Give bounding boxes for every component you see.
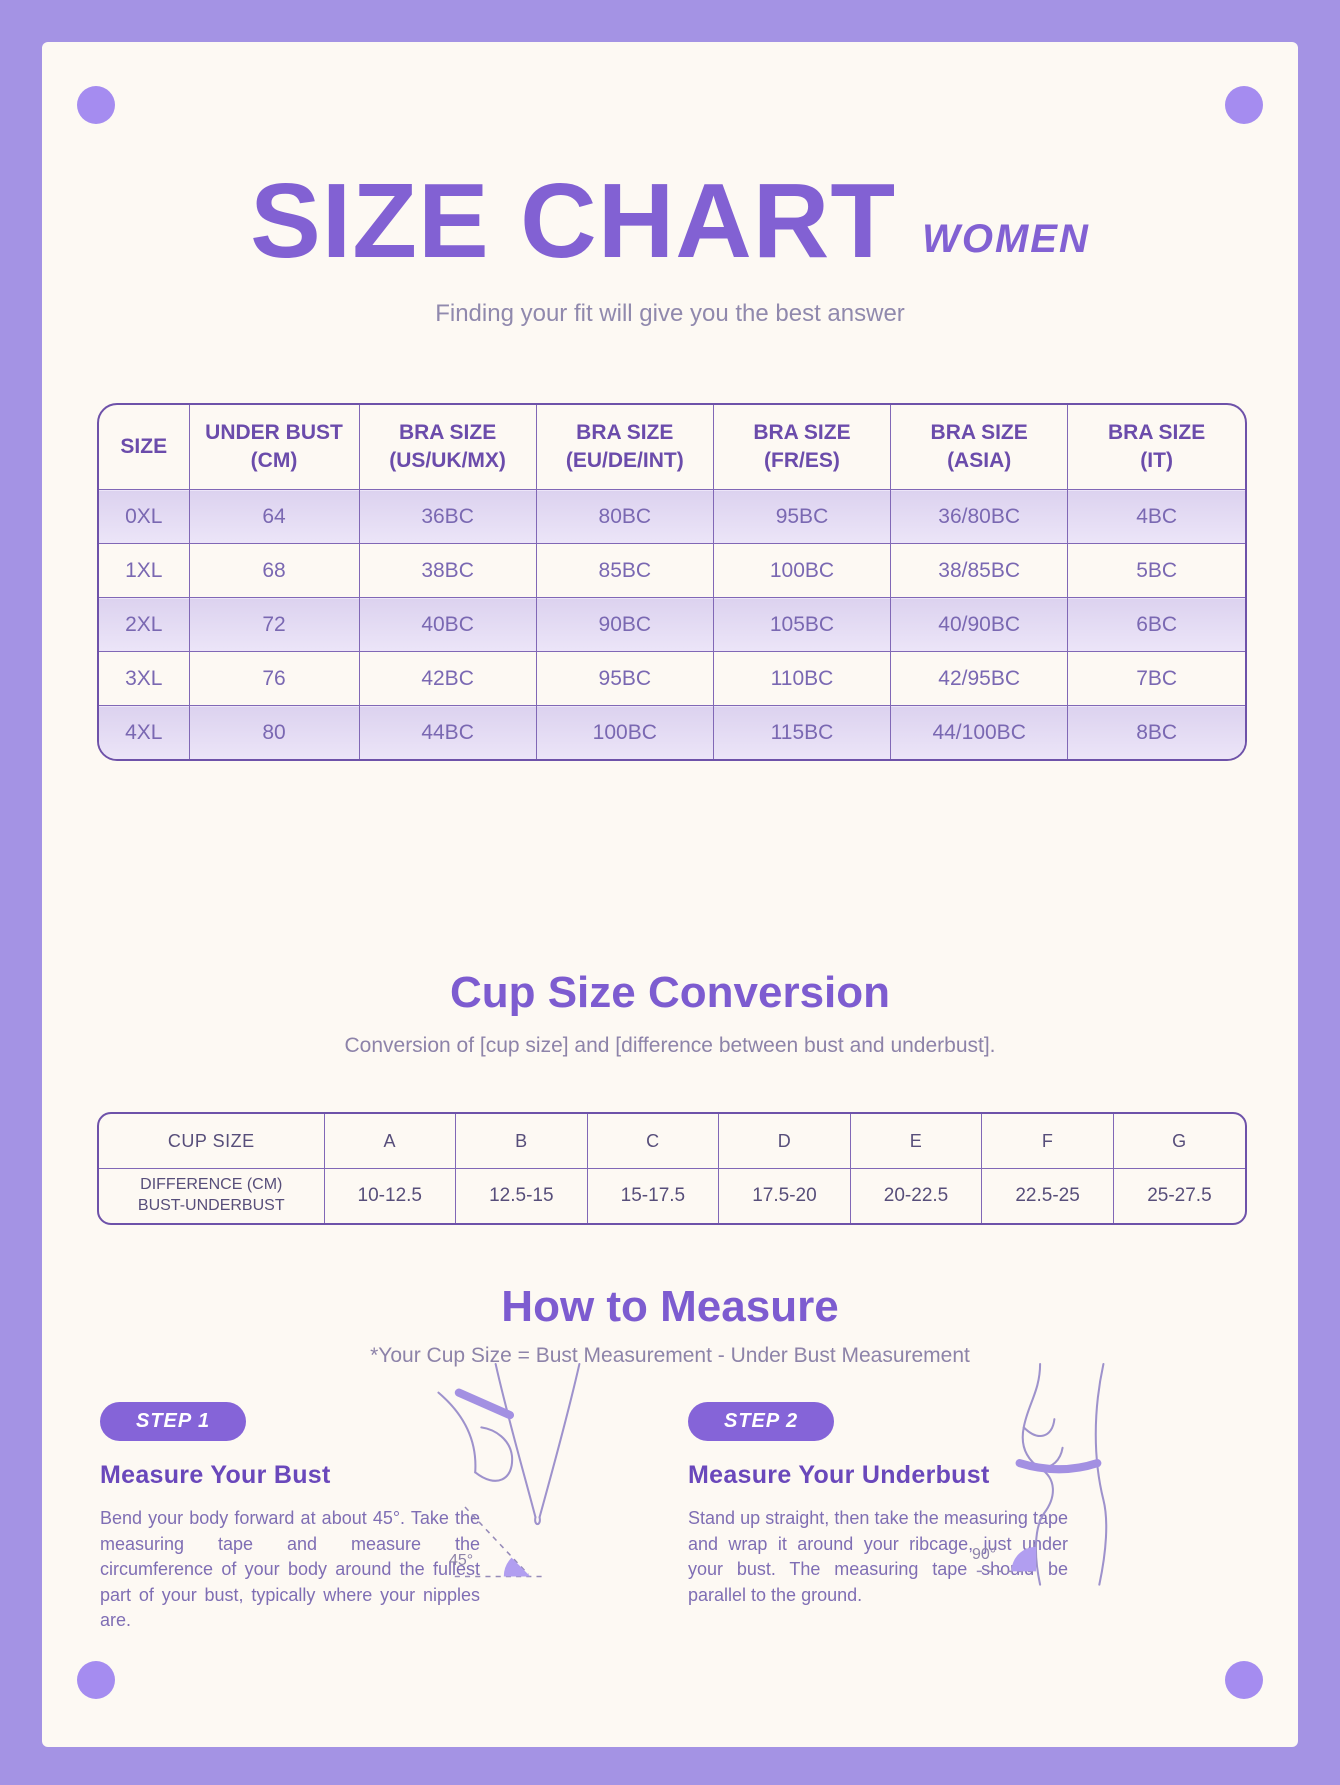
table-cell: 40/90BC — [890, 597, 1068, 652]
cup-difference-row: DIFFERENCE (CM) BUST-UNDERBUST 10-12.5 1… — [99, 1168, 1245, 1223]
table-cell: 3XL — [125, 666, 163, 690]
difference-range: 15-17.5 — [586, 1168, 719, 1223]
size-table-header-asia: BRA SIZE (ASIA) — [890, 405, 1068, 490]
difference-range: 12.5-15 — [455, 1168, 588, 1223]
table-cell: 36/80BC — [890, 489, 1068, 544]
table-cell: 85BC — [535, 543, 714, 598]
size-table-header-it: BRA SIZE (IT) — [1067, 405, 1245, 490]
corner-dot-bottom-right — [1225, 1661, 1263, 1699]
table-cell: 100BC — [535, 705, 714, 759]
size-table-header-row: SIZE UNDER BUST (CM) BRA SIZE (US/UK/MX)… — [99, 405, 1245, 490]
corner-dot-bottom-left — [77, 1661, 115, 1699]
cup-conversion-title: Cup Size Conversion — [449, 968, 891, 1017]
step-2-description: Stand up straight, then take the measuri… — [688, 1508, 1068, 1605]
size-table-header-underbust: UNDER BUST (CM) — [188, 405, 359, 490]
step-2-badge: STEP 2 — [688, 1402, 835, 1441]
difference-label: DIFFERENCE (CM) BUST-UNDERBUST — [137, 1176, 285, 1214]
header: SIZE CHART WOMEN — [0, 168, 1340, 274]
table-cell: 76 — [188, 651, 359, 706]
table-cell: 44BC — [358, 705, 537, 759]
step-2: STEP 2 Measure Your Underbust Stand up s… — [688, 1402, 1068, 1608]
cup-conversion-table: CUP SIZE A B C D E F G DIFFERENCE (CM) B… — [97, 1112, 1247, 1225]
audience-label: WOMEN — [922, 217, 1090, 261]
page-title: SIZE CHART — [250, 162, 897, 280]
difference-range: 17.5-20 — [718, 1168, 851, 1223]
table-row: 0XL 64 36BC 80BC 95BC 36/80BC 4BC — [99, 489, 1245, 544]
cup-conversion-subtitle: Conversion of [cup size] and [difference… — [344, 1034, 996, 1057]
difference-range: 25-27.5 — [1112, 1168, 1245, 1223]
step-1-badge: STEP 1 — [100, 1402, 247, 1441]
difference-range: 10-12.5 — [323, 1168, 456, 1223]
table-cell: 8BC — [1067, 705, 1245, 759]
table-cell: 2XL — [125, 612, 163, 636]
table-cell: 115BC — [712, 705, 891, 759]
table-cell: 68 — [188, 543, 359, 598]
table-cell: 80BC — [535, 489, 714, 544]
bra-size-table: SIZE UNDER BUST (CM) BRA SIZE (US/UK/MX)… — [97, 403, 1247, 761]
cup-letter: A — [323, 1114, 456, 1169]
table-cell: 95BC — [535, 651, 714, 706]
cup-letter: B — [455, 1114, 588, 1169]
table-cell: 0XL — [125, 504, 163, 528]
cup-letter: D — [718, 1114, 851, 1169]
table-cell: 42BC — [358, 651, 537, 706]
size-table-header-eu: BRA SIZE (EU/DE/INT) — [535, 405, 714, 490]
table-cell: 6BC — [1067, 597, 1245, 652]
how-to-measure-title: How to Measure — [501, 1282, 839, 1331]
table-cell: 5BC — [1067, 543, 1245, 598]
page-subtitle: Finding your fit will give you the best … — [435, 300, 905, 327]
cup-letter: C — [586, 1114, 719, 1169]
table-cell: 40BC — [358, 597, 537, 652]
corner-dot-top-left — [77, 86, 115, 124]
table-cell: 95BC — [712, 489, 891, 544]
angle-45-label: 45° — [449, 1552, 474, 1569]
cup-size-label: CUP SIZE — [167, 1130, 255, 1151]
table-cell: 90BC — [535, 597, 714, 652]
angle-90-label: 90° — [972, 1546, 997, 1563]
table-cell: 4XL — [125, 720, 163, 744]
table-cell: 1XL — [125, 558, 163, 582]
table-cell: 105BC — [712, 597, 891, 652]
table-cell: 42/95BC — [890, 651, 1068, 706]
table-cell: 38BC — [358, 543, 537, 598]
table-row: 3XL 76 42BC 95BC 110BC 42/95BC 7BC — [99, 651, 1245, 706]
size-table-header-us: BRA SIZE (US/UK/MX) — [358, 405, 537, 490]
cup-letter: F — [981, 1114, 1114, 1169]
table-cell: 44/100BC — [890, 705, 1068, 759]
table-cell: 36BC — [358, 489, 537, 544]
step-1-heading: Measure Your Bust — [100, 1461, 331, 1489]
step-1-description: Bend your body forward at about 45°. Tak… — [100, 1508, 480, 1630]
step-2-heading: Measure Your Underbust — [688, 1461, 990, 1489]
table-row: 2XL 72 40BC 90BC 105BC 40/90BC 6BC — [99, 597, 1245, 652]
table-cell: 100BC — [712, 543, 891, 598]
table-cell: 4BC — [1067, 489, 1245, 544]
size-table-header-fr: BRA SIZE (FR/ES) — [712, 405, 891, 490]
size-table-header-size: SIZE — [120, 434, 168, 458]
corner-dot-top-right — [1225, 86, 1263, 124]
table-cell: 7BC — [1067, 651, 1245, 706]
table-cell: 64 — [188, 489, 359, 544]
cup-size-formula: *Your Cup Size = Bust Measurement - Unde… — [370, 1344, 970, 1367]
table-cell: 38/85BC — [890, 543, 1068, 598]
difference-range: 20-22.5 — [849, 1168, 982, 1223]
cup-letter: E — [849, 1114, 982, 1169]
bust-measure-illustration: 45° — [433, 1362, 593, 1602]
table-cell: 80 — [188, 705, 359, 759]
cup-letter-row: CUP SIZE A B C D E F G — [99, 1114, 1245, 1169]
table-cell: 110BC — [712, 651, 891, 706]
difference-range: 22.5-25 — [981, 1168, 1114, 1223]
cup-letter: G — [1112, 1114, 1245, 1169]
table-row: 1XL 68 38BC 85BC 100BC 38/85BC 5BC — [99, 543, 1245, 598]
underbust-measure-illustration: 90° — [972, 1362, 1147, 1602]
step-1: STEP 1 Measure Your Bust Bend your body … — [100, 1402, 480, 1634]
table-row: 4XL 80 44BC 100BC 115BC 44/100BC 8BC — [99, 705, 1245, 759]
table-cell: 72 — [188, 597, 359, 652]
